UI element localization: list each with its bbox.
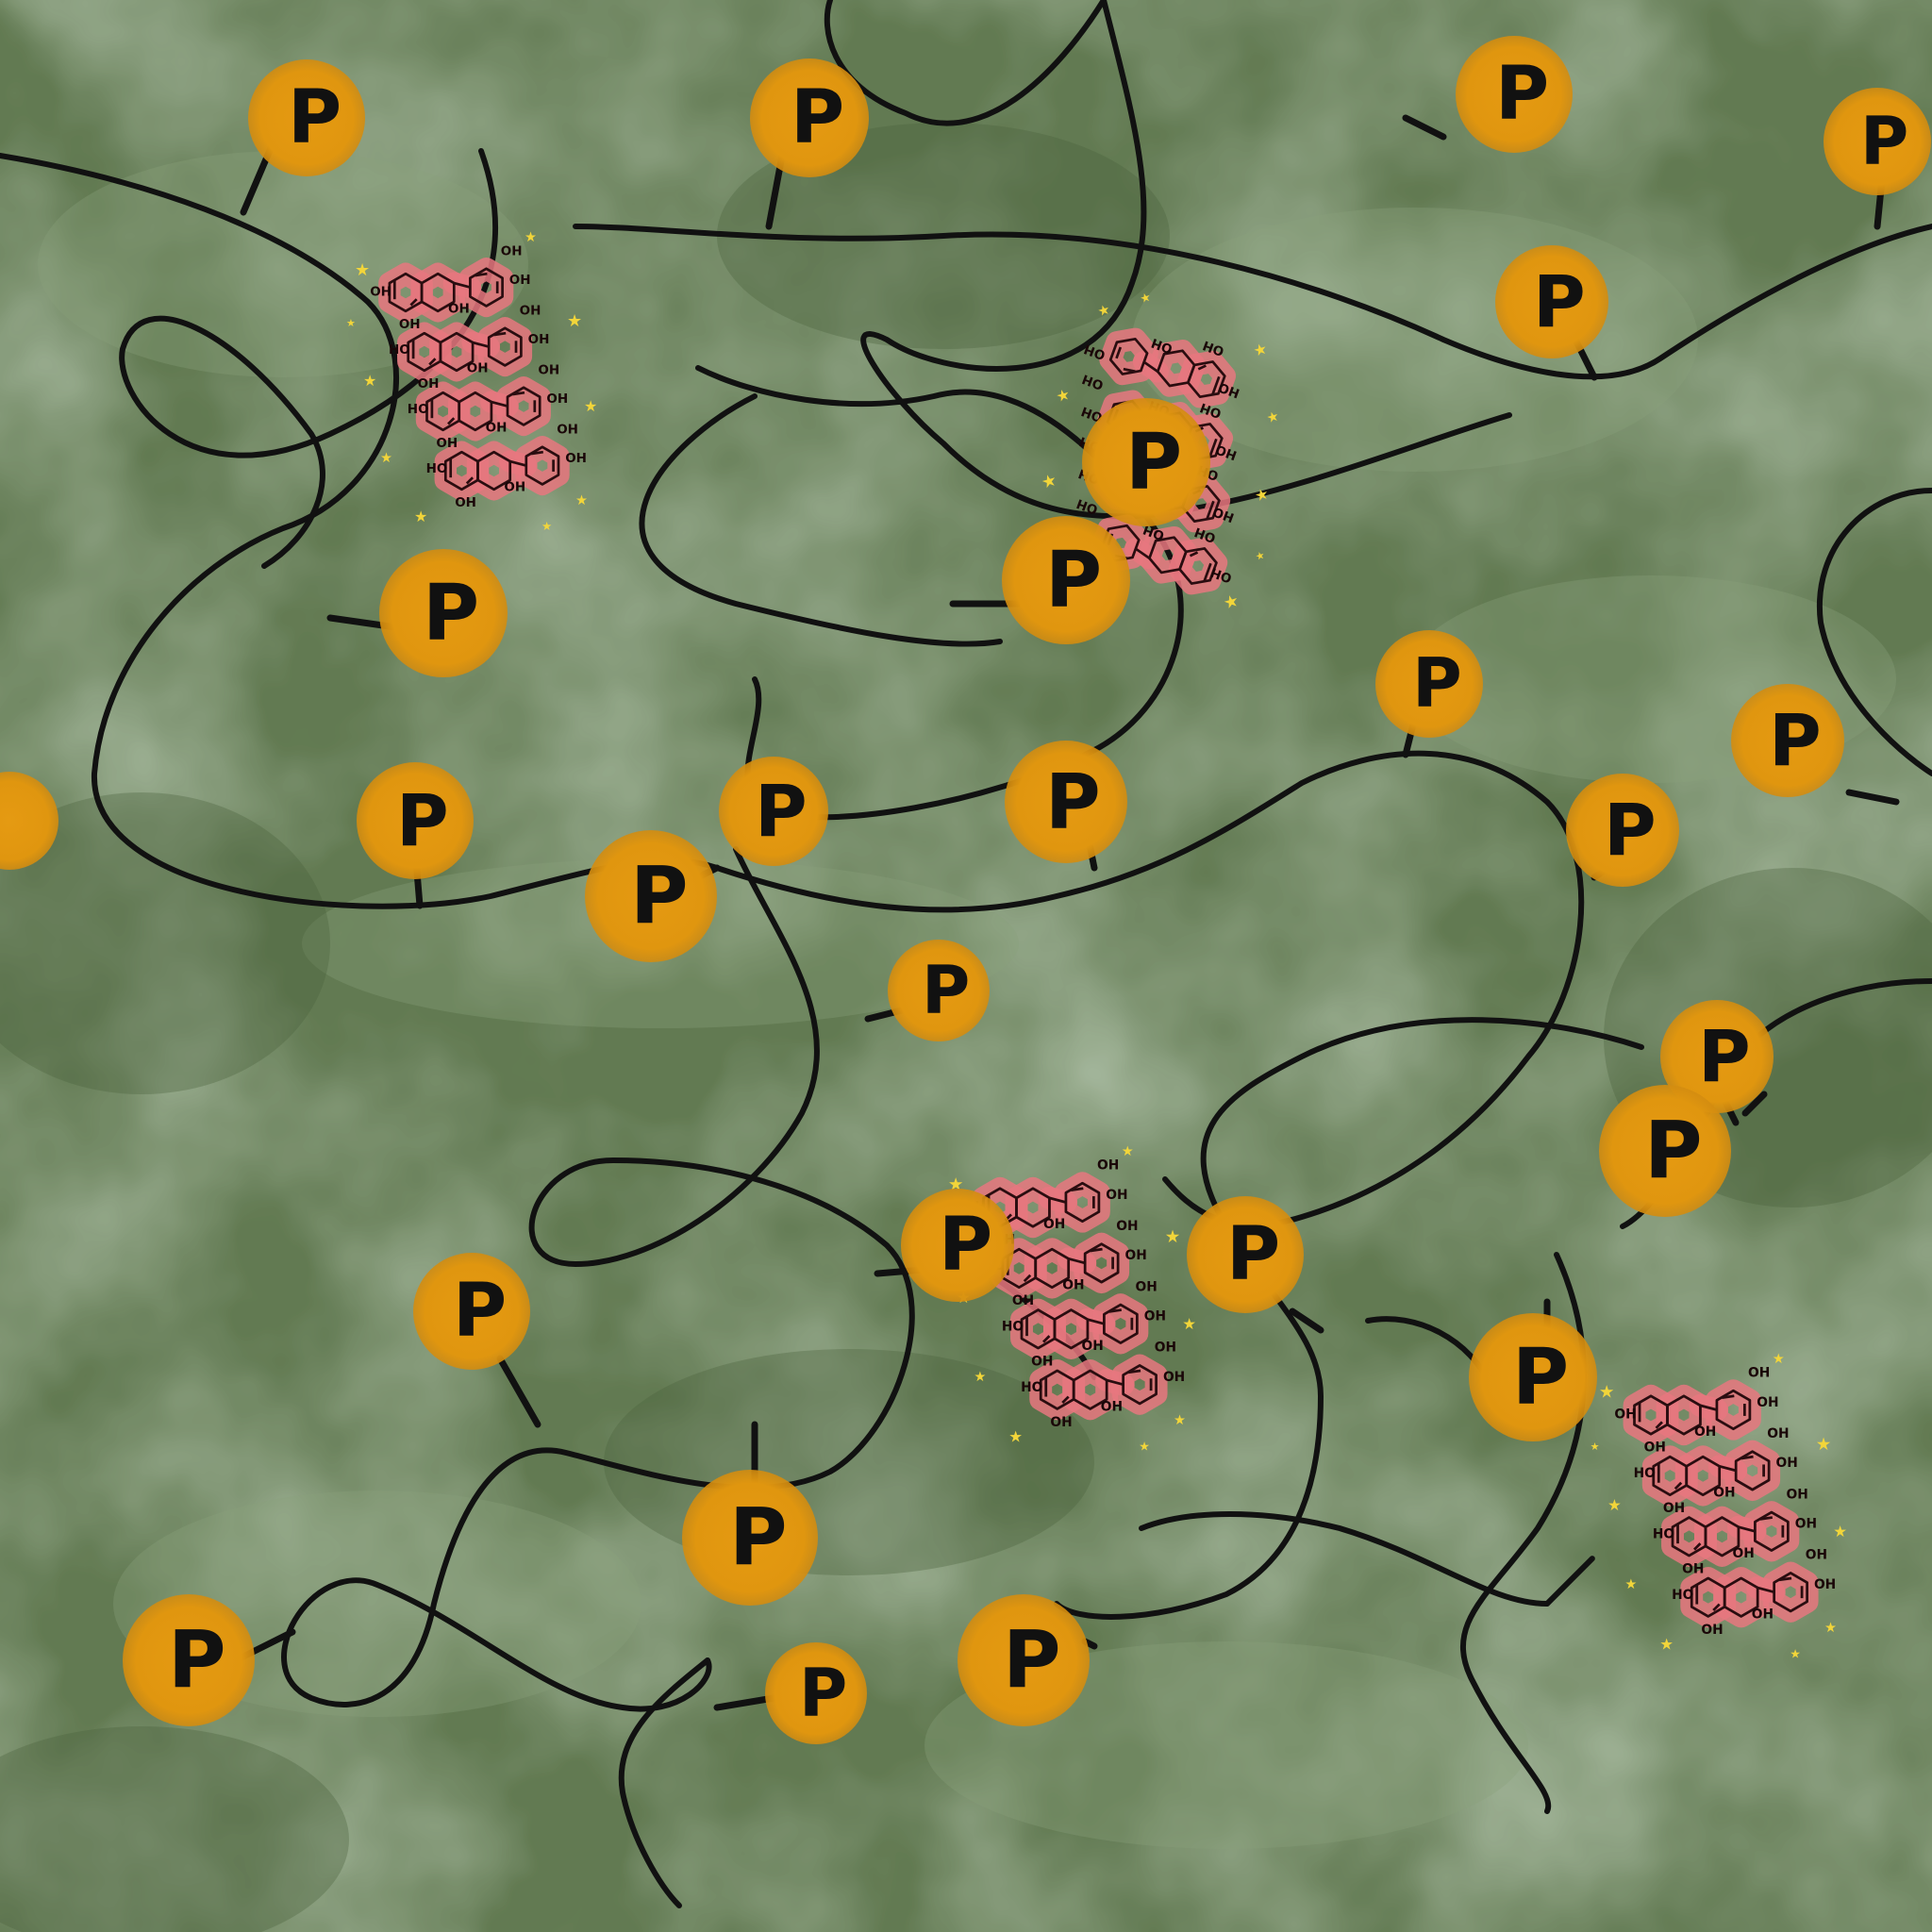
phosphate-label: P bbox=[1644, 1104, 1703, 1196]
phosphate-label: P bbox=[288, 75, 341, 160]
phosphate-group: P bbox=[765, 1642, 867, 1744]
phosphate-group: P bbox=[585, 830, 717, 962]
strand bbox=[1816, 488, 1932, 776]
phosphate-groups: P P P P P P P P P P P P P P P P P P P P … bbox=[0, 36, 1931, 1744]
phosphate-group: P bbox=[750, 58, 869, 177]
phosphate-group: P bbox=[901, 1189, 1014, 1302]
phosphate-label: P bbox=[1604, 788, 1657, 872]
phosphate-label: P bbox=[1003, 1613, 1061, 1706]
phosphate-group: P bbox=[1187, 1196, 1304, 1313]
strand bbox=[860, 0, 1512, 520]
phosphate-group: P bbox=[1599, 1085, 1731, 1217]
phosphate-label: P bbox=[1045, 536, 1102, 625]
phosphate-group: P bbox=[1082, 398, 1210, 526]
phosphate-label: P bbox=[453, 1269, 507, 1354]
phosphate-label: P bbox=[1860, 103, 1908, 180]
background-dark-patches bbox=[0, 123, 1932, 1932]
phosphate-label: P bbox=[423, 569, 479, 658]
phosphate-label: P bbox=[939, 1203, 992, 1288]
phosphate-group: P bbox=[958, 1594, 1090, 1726]
phosphate-group: P bbox=[1660, 1000, 1774, 1113]
phosphate-group: P bbox=[1469, 1313, 1597, 1441]
phosphate-label: P bbox=[1226, 1212, 1280, 1297]
phosphate-group: P bbox=[682, 1470, 818, 1606]
phosphate-label: P bbox=[1533, 259, 1586, 343]
strand bbox=[0, 153, 1585, 1228]
phosphate-group: P bbox=[719, 757, 828, 866]
phosphate-group: P bbox=[248, 59, 365, 176]
phosphate-label: P bbox=[1512, 1333, 1569, 1423]
phosphate-label: P bbox=[1698, 1014, 1751, 1098]
phosphate-label: P bbox=[630, 849, 689, 941]
phosphate-group: P bbox=[1731, 684, 1844, 797]
phosphate-label: P bbox=[791, 75, 844, 160]
phosphate-label: P bbox=[1125, 418, 1182, 508]
phosphate-group bbox=[0, 772, 58, 870]
phosphate-group: P bbox=[379, 549, 508, 677]
strand bbox=[1544, 1556, 1595, 1607]
phosphate-label: P bbox=[396, 778, 449, 862]
phosphate-group: P bbox=[413, 1253, 530, 1370]
strand bbox=[573, 224, 1932, 380]
strand bbox=[639, 393, 1003, 647]
phosphate-group: P bbox=[1002, 516, 1130, 644]
phosphate-group: P bbox=[1375, 630, 1483, 738]
phosphate-label: P bbox=[1495, 52, 1549, 137]
phosphate-label: P bbox=[1412, 643, 1462, 723]
phosphate-label: P bbox=[168, 1613, 226, 1706]
phosphate-label: P bbox=[729, 1491, 788, 1583]
phosphate-label: P bbox=[755, 769, 808, 853]
phosphate-group: P bbox=[1824, 88, 1931, 195]
phosphate-group: P bbox=[1566, 774, 1679, 887]
phosphate-group: P bbox=[888, 940, 990, 1041]
phosphate-group: P bbox=[1495, 245, 1608, 358]
strand bbox=[618, 1657, 710, 1908]
phosphate-label: P bbox=[922, 952, 970, 1029]
strand bbox=[1139, 1511, 1550, 1607]
phosphate-label: P bbox=[799, 1655, 847, 1732]
phosphate-group: P bbox=[357, 762, 474, 879]
phosphate-label: P bbox=[1045, 758, 1101, 846]
phosphate-label: P bbox=[1769, 698, 1822, 782]
phosphate-group: P bbox=[1005, 741, 1127, 863]
phosphate-group: P bbox=[1456, 36, 1573, 153]
strand bbox=[824, 0, 1107, 126]
phosphate-group: P bbox=[123, 1594, 255, 1726]
